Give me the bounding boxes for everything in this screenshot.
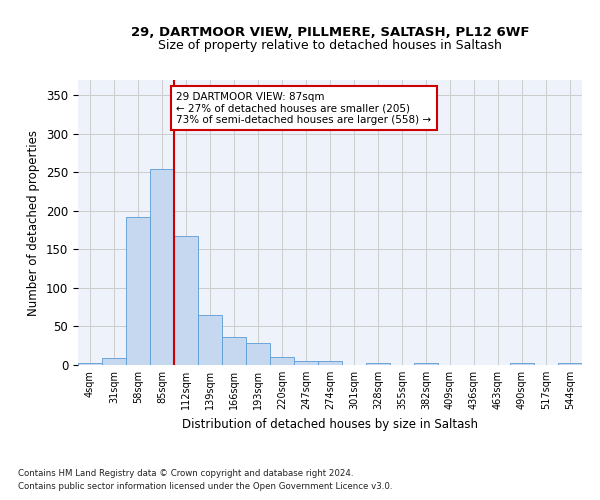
Bar xyxy=(558,364,582,365)
Bar xyxy=(198,315,222,365)
Bar xyxy=(270,356,294,365)
Bar xyxy=(78,364,102,365)
Bar xyxy=(318,361,342,365)
Bar xyxy=(510,364,534,365)
Title: Size of property relative to detached houses in Saltash: Size of property relative to detached ho… xyxy=(158,40,502,52)
Bar xyxy=(150,168,174,365)
Bar xyxy=(126,217,150,365)
Bar xyxy=(294,361,318,365)
Bar xyxy=(174,236,198,365)
Bar xyxy=(102,358,126,365)
Text: 29 DARTMOOR VIEW: 87sqm
← 27% of detached houses are smaller (205)
73% of semi-d: 29 DARTMOOR VIEW: 87sqm ← 27% of detache… xyxy=(176,92,431,125)
Bar xyxy=(246,344,270,365)
Text: Contains HM Land Registry data © Crown copyright and database right 2024.: Contains HM Land Registry data © Crown c… xyxy=(18,468,353,477)
X-axis label: Distribution of detached houses by size in Saltash: Distribution of detached houses by size … xyxy=(182,418,478,430)
Text: Contains public sector information licensed under the Open Government Licence v3: Contains public sector information licen… xyxy=(18,482,392,491)
Y-axis label: Number of detached properties: Number of detached properties xyxy=(28,130,40,316)
Bar xyxy=(222,336,246,365)
Text: 29, DARTMOOR VIEW, PILLMERE, SALTASH, PL12 6WF: 29, DARTMOOR VIEW, PILLMERE, SALTASH, PL… xyxy=(131,26,529,39)
Bar xyxy=(366,362,390,365)
Bar xyxy=(414,362,438,365)
